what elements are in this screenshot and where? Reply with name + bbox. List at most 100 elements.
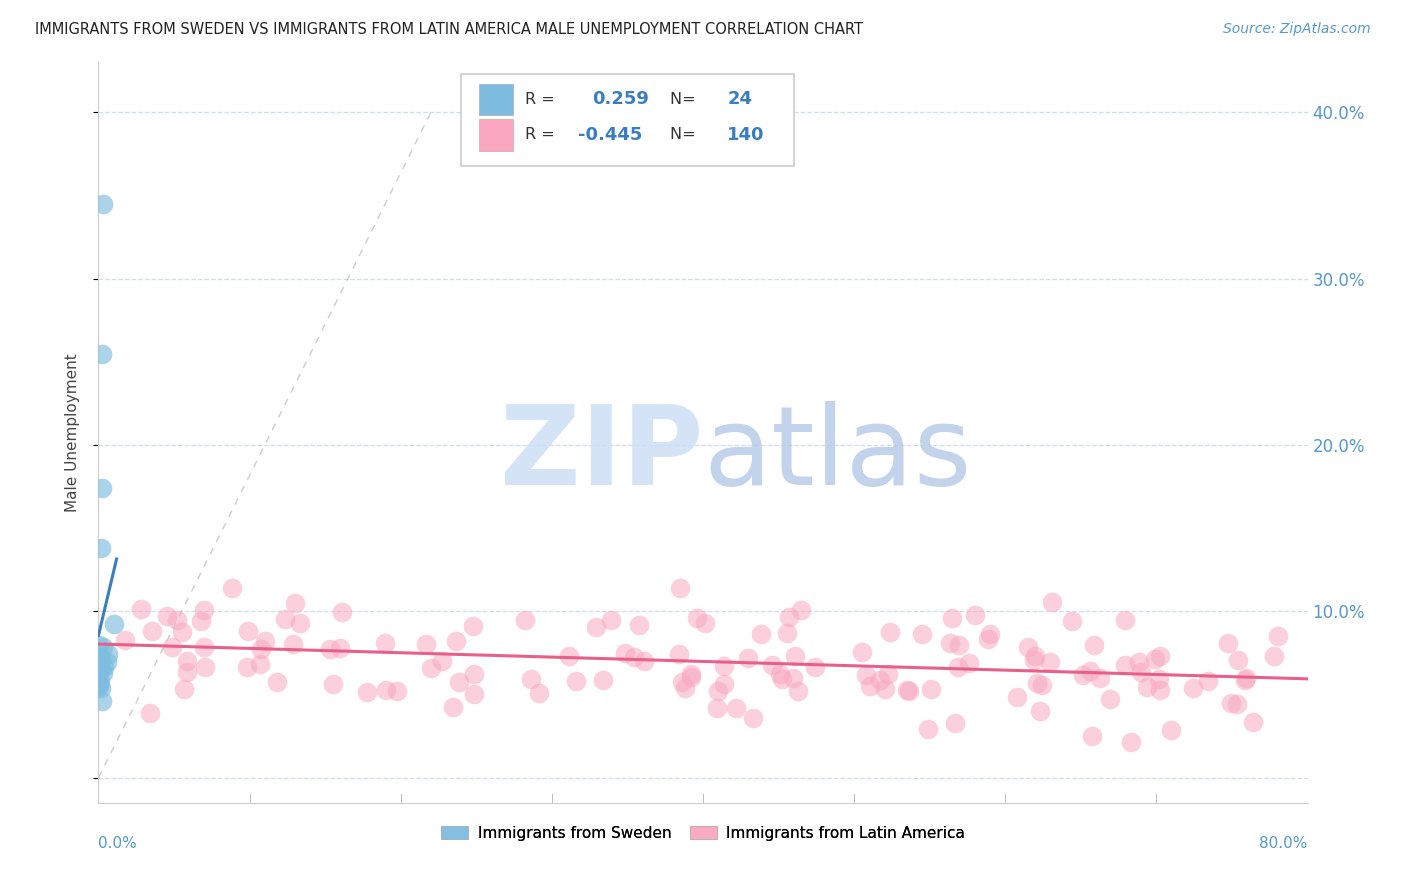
Point: [1219, 697, 1241, 711]
Point: [782, 671, 804, 685]
Point: [1226, 697, 1249, 711]
Point: [89, 652, 111, 666]
Point: [284, 596, 307, 610]
Text: N=: N=: [671, 92, 702, 107]
Point: [441, 700, 464, 714]
Point: [173, 681, 195, 696]
Point: [415, 636, 437, 650]
Point: [957, 657, 980, 671]
Point: [419, 661, 441, 675]
Text: R =: R =: [526, 92, 560, 107]
Point: [194, 659, 217, 673]
Point: [1071, 667, 1094, 681]
Point: [114, 633, 136, 648]
Point: [963, 607, 986, 622]
Point: [190, 614, 212, 628]
Y-axis label: Male Unemployment: Male Unemployment: [65, 353, 80, 512]
Point: [1143, 652, 1166, 666]
Point: [1136, 680, 1159, 694]
Point: [1216, 636, 1239, 650]
Point: [896, 683, 918, 698]
Point: [946, 659, 969, 673]
Point: [1022, 653, 1045, 667]
Text: 80.0%: 80.0%: [1260, 836, 1308, 851]
Point: [1121, 734, 1143, 748]
Point: [879, 624, 901, 639]
Legend: Immigrants from Sweden, Immigrants from Latin America: Immigrants from Sweden, Immigrants from …: [434, 820, 972, 847]
Point: [1149, 672, 1171, 686]
Point: [713, 677, 735, 691]
Text: -0.445: -0.445: [578, 126, 643, 144]
FancyBboxPatch shape: [479, 84, 513, 115]
Point: [461, 619, 484, 633]
Point: [319, 641, 342, 656]
Point: [139, 706, 162, 720]
Point: [176, 665, 198, 680]
Point: [193, 602, 215, 616]
Point: [330, 606, 353, 620]
Point: [775, 626, 797, 640]
Point: [783, 648, 806, 663]
Point: [565, 673, 588, 688]
Point: [91, 346, 114, 360]
Point: [679, 669, 702, 683]
Point: [1099, 691, 1122, 706]
Point: [741, 711, 763, 725]
Point: [1149, 648, 1171, 663]
Point: [1197, 674, 1219, 689]
Point: [253, 634, 276, 648]
Point: [449, 674, 471, 689]
Point: [693, 615, 716, 630]
Point: [444, 633, 467, 648]
Point: [1090, 671, 1112, 685]
Text: 0.259: 0.259: [592, 90, 648, 109]
Text: 0.0%: 0.0%: [98, 836, 138, 851]
Point: [1267, 629, 1289, 643]
Point: [1128, 656, 1150, 670]
Point: [1026, 676, 1049, 690]
FancyBboxPatch shape: [479, 120, 513, 151]
Text: 24: 24: [727, 90, 752, 109]
Point: [707, 684, 730, 698]
Point: [160, 640, 183, 654]
Text: atlas: atlas: [703, 401, 972, 508]
Point: [778, 610, 800, 624]
Point: [375, 683, 398, 698]
Point: [87, 677, 110, 691]
Point: [91, 640, 114, 654]
Point: [1241, 714, 1264, 729]
Point: [599, 613, 621, 627]
Point: [91, 666, 114, 681]
Text: ZIP: ZIP: [499, 401, 703, 508]
Point: [527, 686, 550, 700]
Point: [103, 617, 125, 632]
Point: [89, 679, 111, 693]
Point: [761, 657, 783, 672]
Point: [385, 684, 408, 698]
Point: [89, 660, 111, 674]
Point: [873, 682, 896, 697]
Point: [463, 687, 485, 701]
Point: [668, 582, 690, 596]
Point: [1060, 614, 1083, 628]
Text: 140: 140: [727, 126, 765, 144]
Point: [87, 666, 110, 681]
Point: [1149, 682, 1171, 697]
Point: [90, 481, 112, 495]
Text: N=: N=: [671, 128, 702, 143]
Point: [592, 673, 614, 687]
Point: [89, 675, 111, 690]
Point: [941, 611, 963, 625]
Point: [1078, 664, 1101, 678]
Point: [804, 660, 827, 674]
Point: [679, 667, 702, 681]
Point: [91, 197, 114, 211]
Point: [673, 681, 696, 696]
Point: [724, 701, 747, 715]
Point: [1017, 640, 1039, 654]
Point: [266, 675, 288, 690]
Point: [519, 672, 541, 686]
Point: [1081, 730, 1104, 744]
Point: [1028, 704, 1050, 718]
Point: [1114, 657, 1136, 672]
